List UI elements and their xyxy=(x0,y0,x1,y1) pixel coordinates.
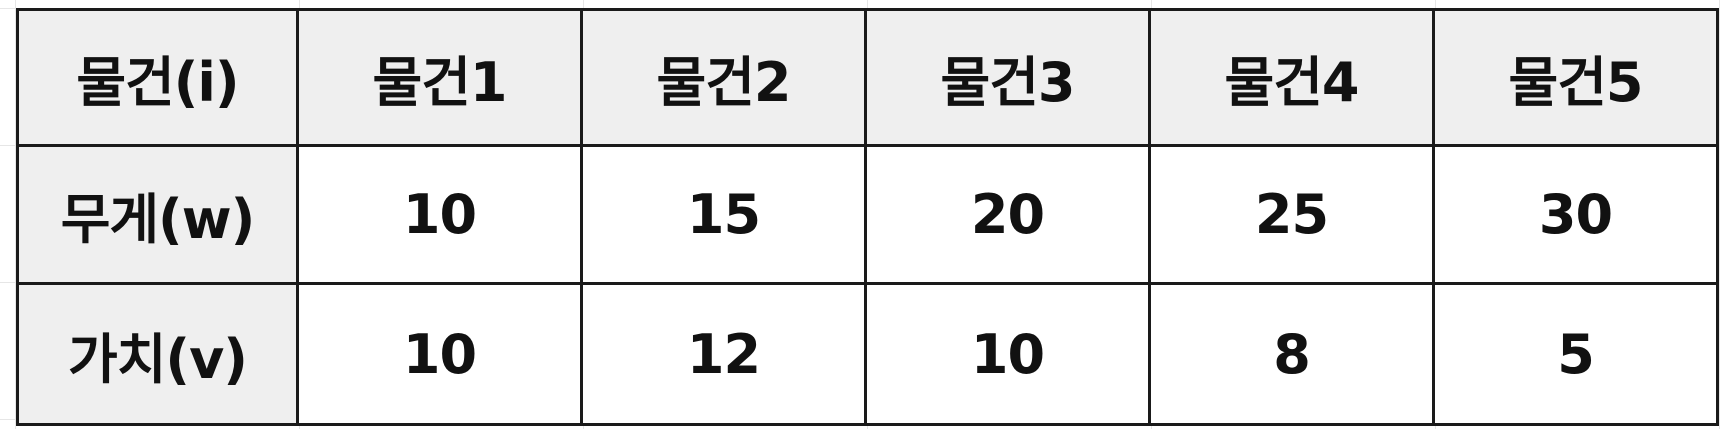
value-item-3-cell[interactable]: 10 xyxy=(864,282,1151,426)
header-item-2-cell[interactable]: 물건2 xyxy=(580,8,867,147)
table-row-value: 가치(v) 10 12 10 8 5 xyxy=(16,282,1719,426)
header-label-cell[interactable]: 물건(i) xyxy=(16,8,299,147)
weight-item-2-cell[interactable]: 15 xyxy=(580,144,867,285)
weight-item-3-cell[interactable]: 20 xyxy=(864,144,1151,285)
value-item-2-cell[interactable]: 12 xyxy=(580,282,867,426)
header-item-4-cell[interactable]: 물건4 xyxy=(1148,8,1435,147)
weight-item-5-cell[interactable]: 30 xyxy=(1432,144,1719,285)
value-item-5-cell[interactable]: 5 xyxy=(1432,282,1719,426)
value-label-cell[interactable]: 가치(v) xyxy=(16,282,299,426)
header-item-5-cell[interactable]: 물건5 xyxy=(1432,8,1719,147)
weight-item-1-cell[interactable]: 10 xyxy=(296,144,583,285)
value-item-4-cell[interactable]: 8 xyxy=(1148,282,1435,426)
table-header-row: 물건(i) 물건1 물건2 물건3 물건4 물건5 xyxy=(16,8,1719,147)
header-item-3-cell[interactable]: 물건3 xyxy=(864,8,1151,147)
weight-item-4-cell[interactable]: 25 xyxy=(1148,144,1435,285)
weight-label-cell[interactable]: 무게(w) xyxy=(16,144,299,285)
table-row-weight: 무게(w) 10 15 20 25 30 xyxy=(16,144,1719,285)
header-item-1-cell[interactable]: 물건1 xyxy=(296,8,583,147)
value-item-1-cell[interactable]: 10 xyxy=(296,282,583,426)
knapsack-items-table: 물건(i) 물건1 물건2 물건3 물건4 물건5 무게(w) 10 15 20… xyxy=(16,8,1719,426)
